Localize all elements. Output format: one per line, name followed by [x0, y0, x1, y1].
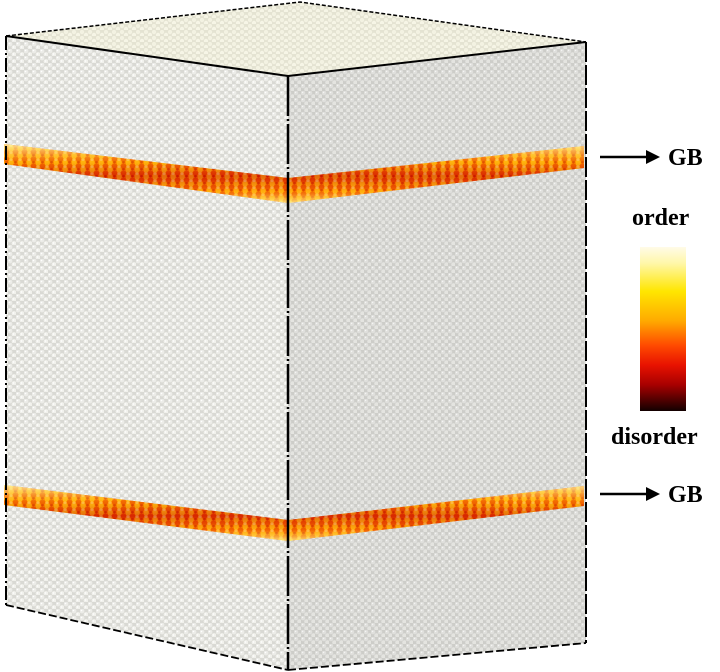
order-disorder-colorbar: [640, 247, 686, 411]
colorbar-label-disorder: disorder: [611, 424, 698, 450]
gb-label-bottom: GB: [668, 482, 703, 508]
colorbar-label-order: order: [632, 205, 690, 231]
grain-boundary-top: [4, 144, 584, 203]
gb-arrow-top: [600, 150, 660, 164]
gb-arrow-bottom: [600, 487, 660, 501]
grain-boundary-bottom: [4, 485, 584, 541]
box-edges: [5, 1, 587, 671]
box-side-shade: [288, 42, 586, 670]
box-top-face: [6, 2, 586, 76]
gb-label-top: GB: [668, 145, 703, 171]
box-front-face: [6, 36, 288, 670]
